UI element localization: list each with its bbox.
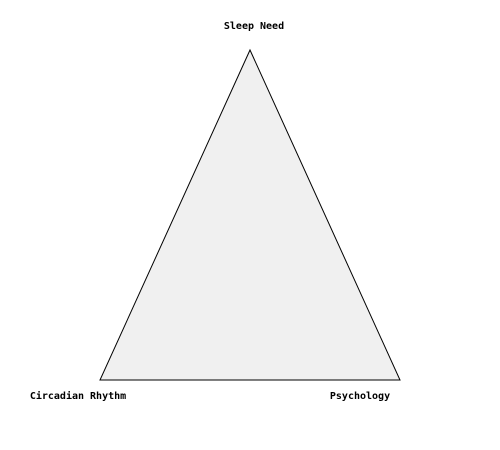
vertex-label-circadian-rhythm: Circadian Rhythm — [30, 390, 126, 402]
triangle-shape — [99, 48, 401, 381]
vertex-label-sleep-need: Sleep Need — [224, 21, 284, 32]
vertex-label-psychology: Psychology — [330, 391, 390, 402]
